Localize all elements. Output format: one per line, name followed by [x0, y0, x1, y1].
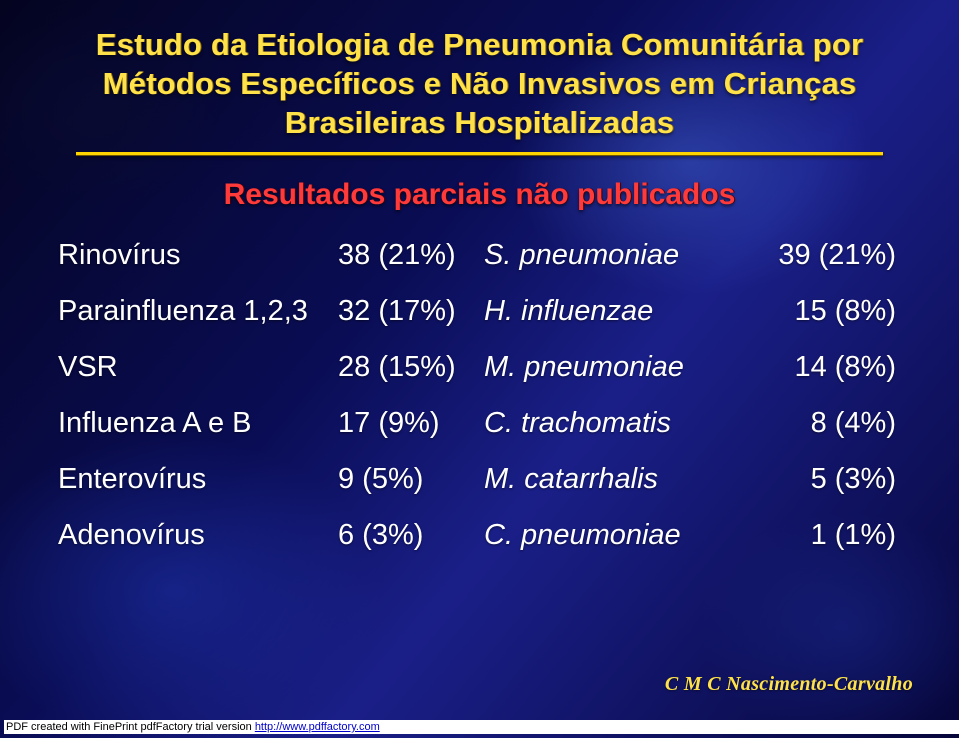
pathogen-left-label: Parainfluenza 1,2,3	[58, 297, 338, 326]
pathogen-right-label: C. pneumoniae	[484, 521, 746, 550]
pathogen-right-value: 39 (21%)	[746, 241, 896, 270]
title-divider	[76, 152, 883, 156]
table-row: VSR 28 (15%) M. pneumoniae 14 (8%)	[58, 340, 901, 396]
table-row: Adenovírus 6 (3%) C. pneumoniae 1 (1%)	[58, 508, 901, 564]
pdf-footer-prefix: PDF created with FinePrint pdfFactory tr…	[6, 721, 255, 733]
author-credit: C M C Nascimento-Carvalho	[665, 673, 913, 696]
table-row: Influenza A e B 17 (9%) C. trachomatis 8…	[58, 396, 901, 452]
slide-title: Estudo da Etiologia de Pneumonia Comunit…	[56, 26, 903, 142]
pathogen-left-value: 9 (5%)	[338, 465, 484, 494]
pathogen-left-label: Enterovírus	[58, 465, 338, 494]
pathogen-left-value: 6 (3%)	[338, 521, 484, 550]
table-row: Rinovírus 38 (21%) S. pneumoniae 39 (21%…	[58, 228, 901, 284]
pathogen-right-value: 8 (4%)	[746, 409, 896, 438]
pathogen-right-label: C. trachomatis	[484, 409, 746, 438]
results-table: Rinovírus 38 (21%) S. pneumoniae 39 (21%…	[58, 228, 901, 564]
pathogen-left-value: 17 (9%)	[338, 409, 484, 438]
table-row: Enterovírus 9 (5%) M. catarrhalis 5 (3%)	[58, 452, 901, 508]
slide: Estudo da Etiologia de Pneumonia Comunit…	[0, 0, 959, 738]
pathogen-left-value: 28 (15%)	[338, 353, 484, 382]
pathogen-right-label: H. influenzae	[484, 297, 746, 326]
title-line-3: Brasileiras Hospitalizadas	[56, 104, 903, 143]
pathogen-right-label: M. catarrhalis	[484, 465, 746, 494]
pathogen-left-label: VSR	[58, 353, 338, 382]
pathogen-right-label: S. pneumoniae	[484, 241, 746, 270]
pathogen-left-value: 32 (17%)	[338, 297, 484, 326]
title-line-2: Métodos Específicos e Não Invasivos em C…	[56, 65, 903, 104]
pdf-footer-link[interactable]: http://www.pdffactory.com	[255, 721, 380, 733]
pathogen-left-label: Influenza A e B	[58, 409, 338, 438]
pathogen-right-label: M. pneumoniae	[484, 353, 746, 382]
pathogen-left-value: 38 (21%)	[338, 241, 484, 270]
pdf-footer: PDF created with FinePrint pdfFactory tr…	[4, 720, 959, 734]
table-row: Parainfluenza 1,2,3 32 (17%) H. influenz…	[58, 284, 901, 340]
pathogen-left-label: Rinovírus	[58, 241, 338, 270]
pathogen-right-value: 5 (3%)	[746, 465, 896, 494]
pathogen-left-label: Adenovírus	[58, 521, 338, 550]
title-line-1: Estudo da Etiologia de Pneumonia Comunit…	[56, 26, 903, 65]
pathogen-right-value: 14 (8%)	[746, 353, 896, 382]
slide-subtitle: Resultados parciais não publicados	[56, 178, 903, 212]
pathogen-right-value: 1 (1%)	[746, 521, 896, 550]
pathogen-right-value: 15 (8%)	[746, 297, 896, 326]
